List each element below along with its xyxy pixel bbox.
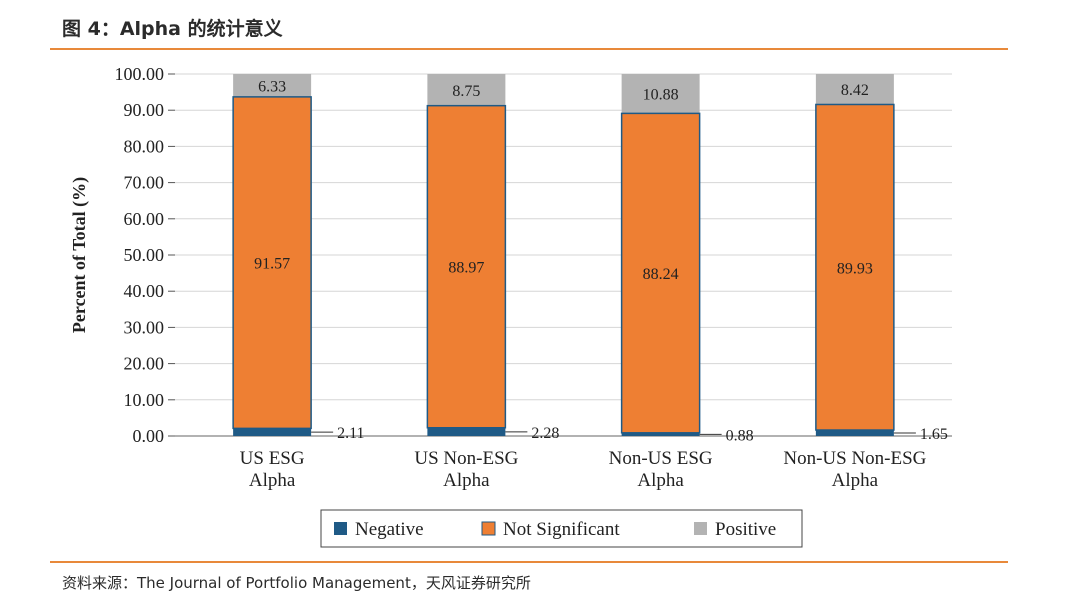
- y-tick-label: 40.00: [124, 281, 165, 301]
- y-tick-label: 30.00: [124, 317, 165, 337]
- source-note: 资料来源：The Journal of Portfolio Management…: [62, 574, 531, 592]
- figure-title: 图 4：Alpha 的统计意义: [62, 18, 283, 40]
- bar-group: 6.33 91.57 2.11: [232, 73, 365, 442]
- top-divider: [50, 48, 1008, 50]
- value-label-negative: 0.88: [726, 427, 754, 444]
- legend-label: Negative: [355, 519, 424, 540]
- y-tick-label: 100.00: [115, 64, 165, 84]
- value-label-not-significant: 89.93: [837, 260, 873, 277]
- legend-label: Positive: [715, 519, 776, 540]
- bar-negative: [427, 427, 506, 436]
- bar-negative: [815, 430, 894, 436]
- bar-group: 8.42 89.93 1.65: [815, 74, 948, 443]
- value-label-negative: 1.65: [920, 426, 948, 443]
- bar-not-significant: [620, 112, 701, 434]
- y-tick-label: 90.00: [124, 100, 165, 120]
- value-label-negative: 2.11: [337, 425, 364, 442]
- y-axis-label: Percent of Total (%): [69, 177, 90, 333]
- y-tick-label: 0.00: [133, 426, 165, 446]
- category-label: Non-US ESG: [609, 448, 713, 469]
- y-tick-label: 70.00: [124, 173, 165, 193]
- bar-negative: [621, 432, 700, 436]
- y-tick-label: 10.00: [124, 390, 165, 410]
- y-tick-label: 60.00: [124, 209, 165, 229]
- category-label: US ESG: [240, 448, 305, 469]
- bar-not-significant: [426, 104, 507, 429]
- value-label-not-significant: 88.24: [643, 266, 679, 283]
- legend-box: [320, 509, 803, 548]
- category-label: Non-US Non-ESG: [783, 448, 926, 469]
- category-label: Alpha: [443, 470, 490, 491]
- bar-group: 8.75 88.97 2.28: [426, 74, 559, 442]
- value-label-negative: 2.28: [531, 425, 559, 442]
- legend-not-significant: Not Significant: [481, 519, 620, 540]
- bars: 6.33 91.57 2.11 8.75 88.97 2.28 10.88 88.24 0.88…: [232, 73, 948, 444]
- y-tick-label: 50.00: [124, 245, 165, 265]
- bar-not-significant: [815, 103, 895, 431]
- value-label-positive: 10.88: [643, 87, 679, 104]
- bar-positive: [233, 73, 312, 97]
- legend-positive: Positive: [694, 519, 776, 540]
- y-tick-label: 20.00: [124, 354, 165, 374]
- bar-negative: [233, 428, 312, 436]
- category-label: Alpha: [832, 470, 879, 491]
- category-label: Alpha: [249, 470, 296, 491]
- value-label-positive: 8.42: [841, 82, 869, 99]
- bar-not-significant: [232, 96, 312, 430]
- bar-group: 10.88 88.24 0.88: [620, 74, 754, 444]
- legend-label: Not Significant: [503, 519, 620, 540]
- value-label-not-significant: 91.57: [254, 256, 290, 273]
- y-tick-label: 80.00: [124, 136, 165, 156]
- legend-swatch: [481, 521, 496, 536]
- legend-swatch: [334, 522, 347, 535]
- y-axis-ticks: 0.00 10.00 20.00 30.00 40.00 50.00 60.00 70.00 8…: [115, 64, 175, 446]
- value-label-positive: 8.75: [452, 83, 480, 100]
- category-label: US Non-ESG: [414, 448, 518, 469]
- legend-negative: Negative: [334, 519, 424, 540]
- bar-positive: [815, 74, 894, 105]
- value-label-not-significant: 88.97: [448, 260, 484, 277]
- stacked-bar-chart: 0.00 10.00 20.00 30.00 40.00 50.00 60.00 70.00 8…: [69, 64, 952, 548]
- value-label-positive: 6.33: [258, 78, 286, 95]
- legend-swatch: [694, 522, 707, 535]
- category-label: Alpha: [637, 470, 684, 491]
- bar-positive: [621, 74, 700, 114]
- bottom-divider: [50, 561, 1008, 563]
- legend: Negative Not Significant Positive: [320, 509, 803, 548]
- bar-positive: [427, 74, 506, 106]
